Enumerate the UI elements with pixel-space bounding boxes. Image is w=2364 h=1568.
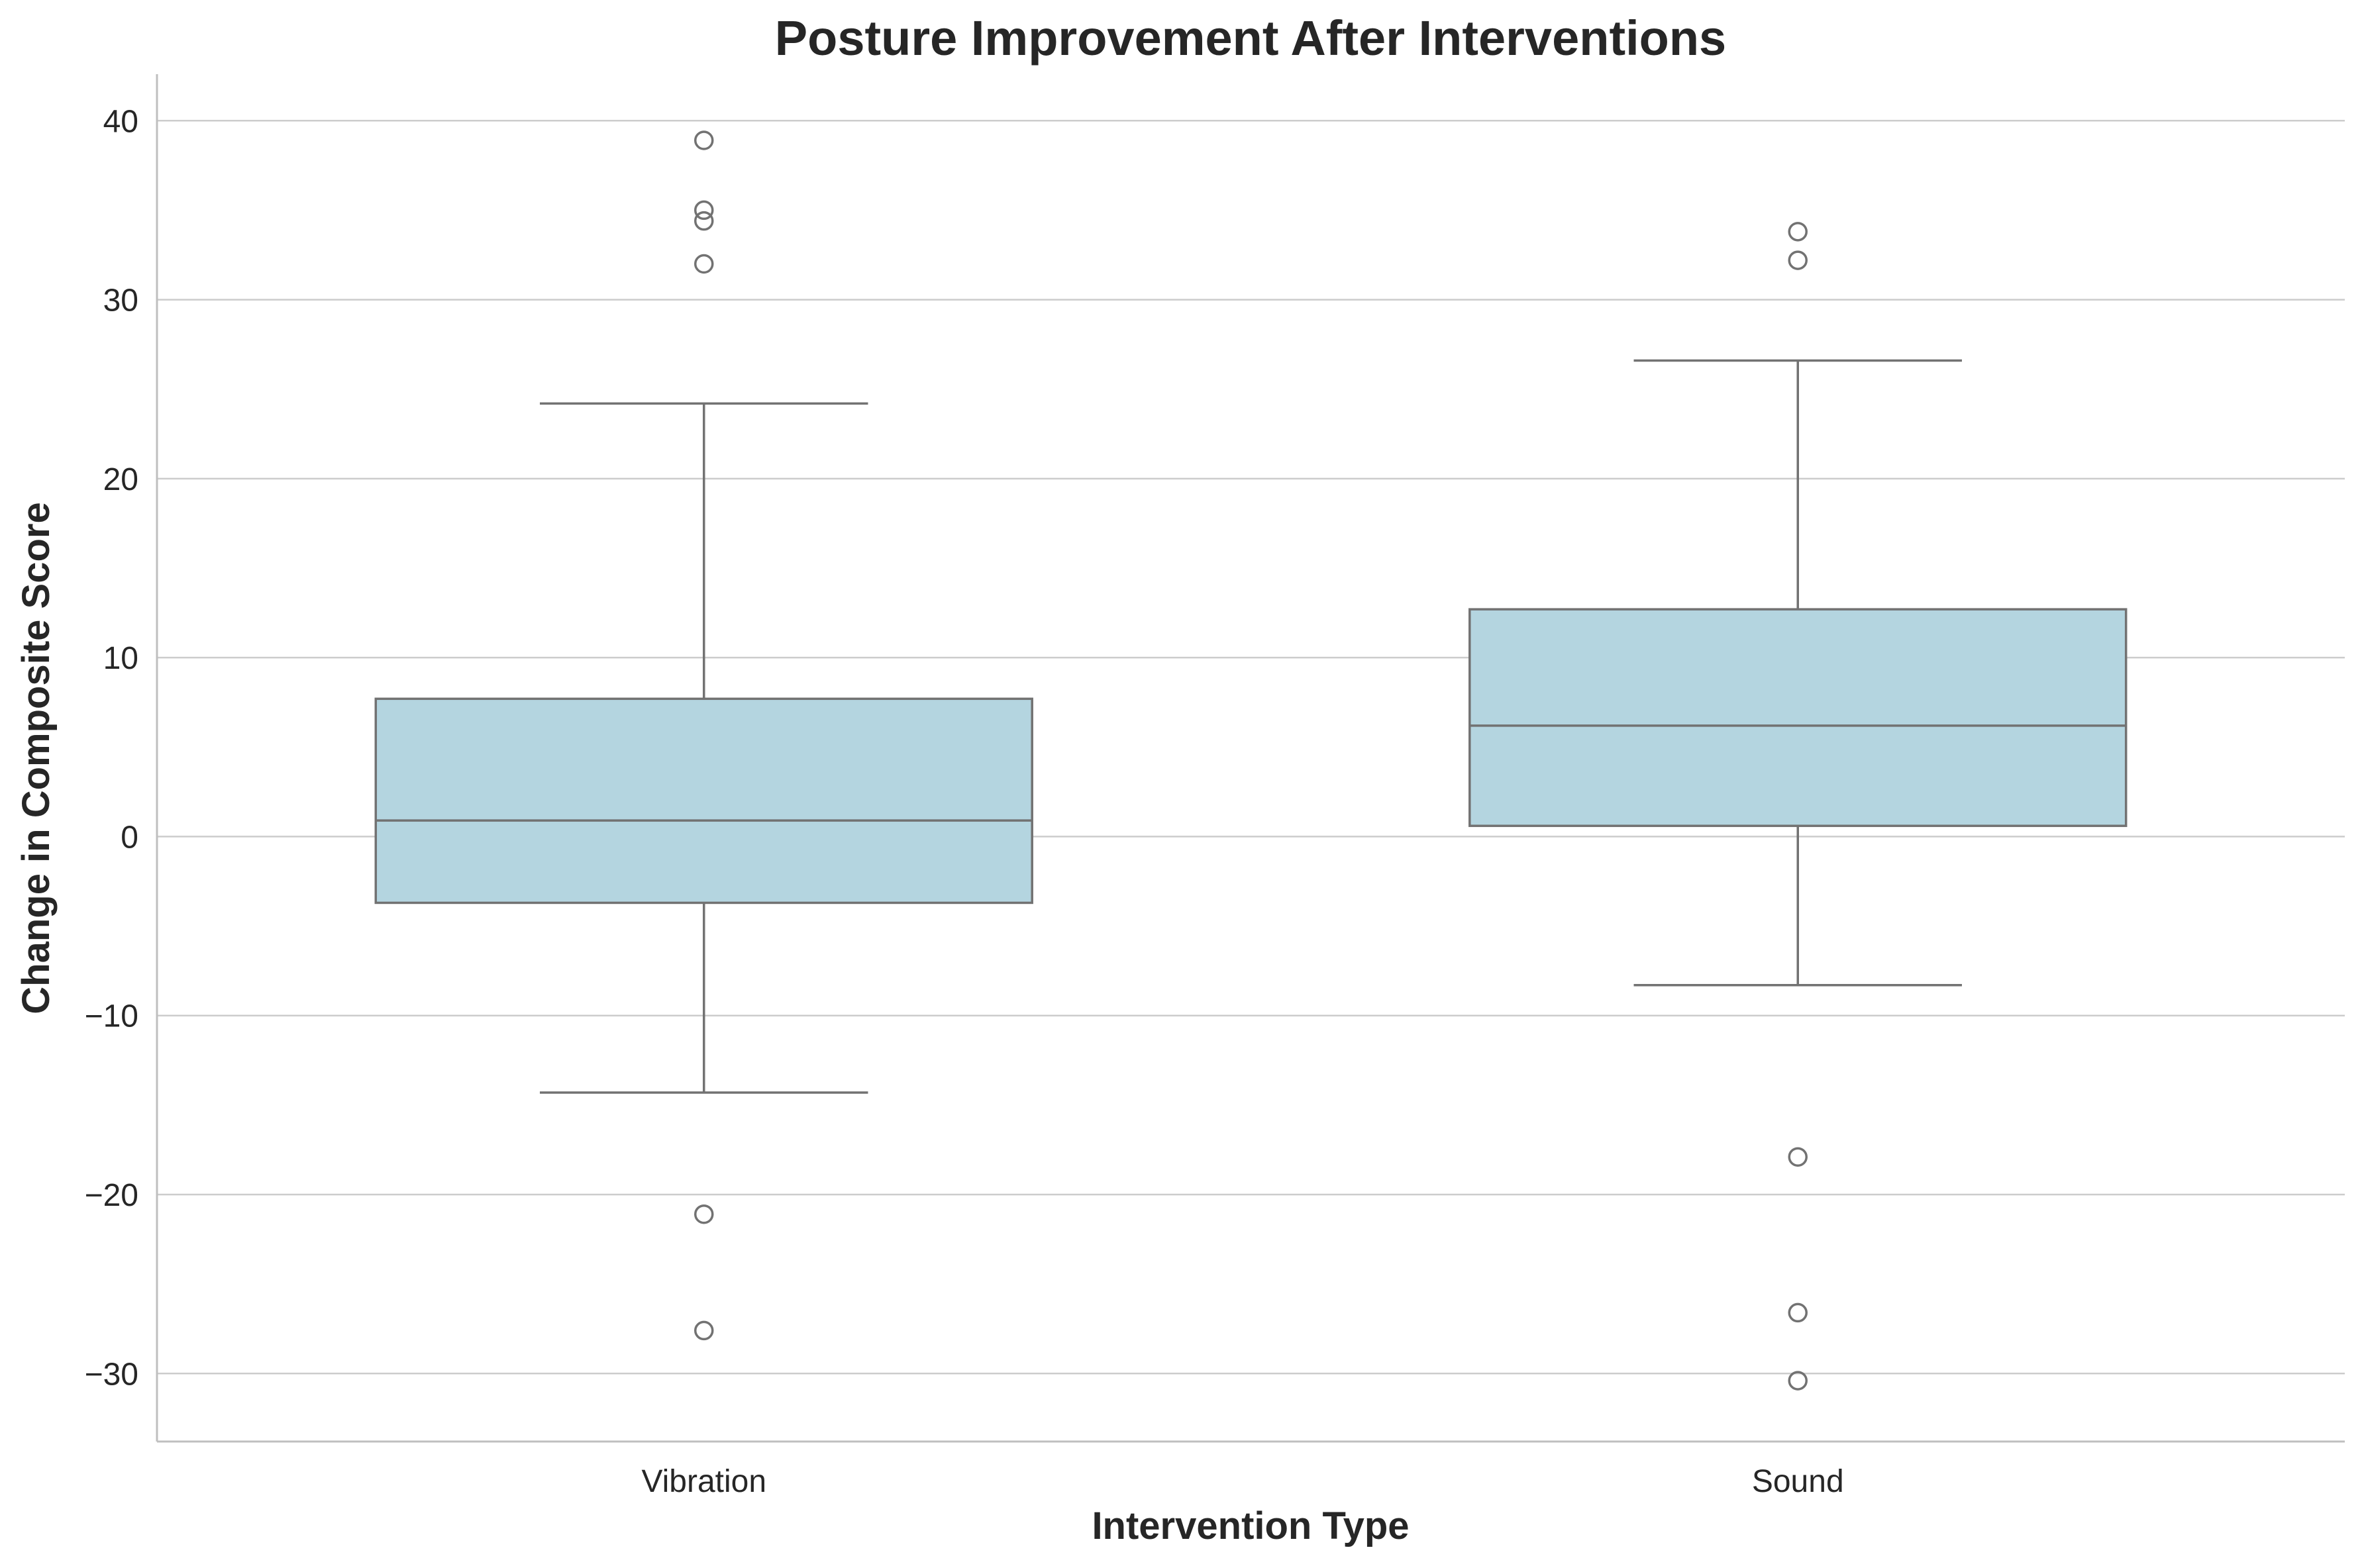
boxes — [374, 130, 2128, 1391]
y-tick-label: 0 — [121, 820, 138, 855]
y-tick-label: 40 — [103, 104, 138, 139]
x-tick-labels: Vibration Sound — [641, 1464, 1843, 1499]
y-tick-label: 20 — [103, 462, 138, 497]
outlier-point — [694, 1204, 714, 1224]
x-tick-label: Vibration — [641, 1464, 766, 1499]
y-tick-label: −10 — [85, 999, 138, 1034]
y-axis-label: Change in Composite Score — [15, 502, 58, 1014]
y-tick-label: 30 — [103, 283, 138, 318]
y-tick-label: −30 — [85, 1357, 138, 1392]
x-tick-label: Sound — [1752, 1464, 1844, 1499]
outlier-point — [1788, 222, 1808, 242]
outlier-point — [694, 211, 714, 231]
y-tick-label: −20 — [85, 1178, 138, 1213]
box-vibration — [374, 130, 1033, 1341]
x-axis-label: Intervention Type — [1092, 1504, 1409, 1547]
outlier-point — [1788, 250, 1808, 270]
axis-spines — [156, 74, 2345, 1443]
iqr-box — [1468, 608, 2128, 827]
outlier-point — [1788, 1147, 1808, 1167]
y-tick-label: 10 — [103, 641, 138, 676]
outlier-point — [694, 1320, 714, 1341]
y-tick-labels: −30 −20 −10 0 10 20 30 40 — [85, 104, 138, 1392]
outlier-point — [694, 130, 714, 150]
outlier-point — [1788, 1302, 1808, 1323]
chart-title: Posture Improvement After Interventions — [775, 11, 1726, 66]
box-sound — [1468, 222, 2128, 1391]
outlier-point — [694, 200, 714, 220]
iqr-box — [374, 697, 1033, 905]
outlier-point — [694, 254, 714, 274]
outlier-point — [1788, 1371, 1808, 1391]
